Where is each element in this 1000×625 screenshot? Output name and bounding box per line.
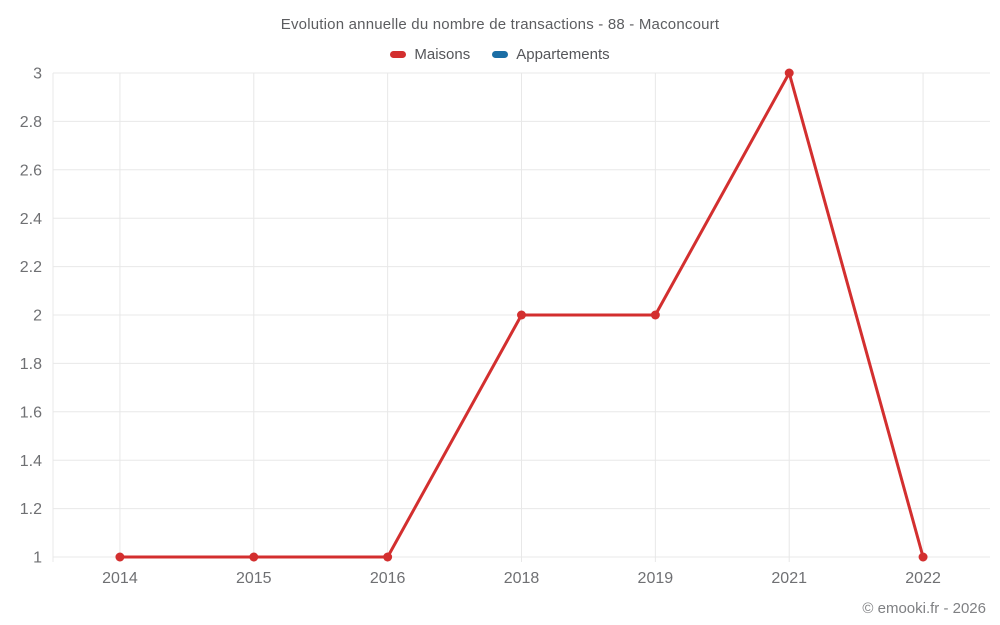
x-tick-label: 2022 [905,570,941,587]
y-tick-label: 2.6 [20,162,42,179]
data-point-maisons[interactable] [383,552,393,562]
data-point-maisons[interactable] [650,310,660,320]
x-tick-label: 2014 [102,570,138,587]
data-point-maisons[interactable] [249,552,259,562]
appartements-legend-swatch-icon [492,51,509,58]
y-tick-label: 2.2 [20,259,42,276]
legend-label-appartements: Appartements [516,46,610,63]
y-tick-label: 2.8 [20,114,42,131]
legend-item-maisons[interactable]: Maisons [390,46,470,63]
y-tick-label: 1 [33,550,42,567]
y-tick-label: 1.6 [20,404,42,421]
data-point-maisons[interactable] [784,68,794,78]
y-tick-label: 3 [33,66,42,83]
y-tick-label: 1.8 [20,356,42,373]
legend-item-appartements[interactable]: Appartements [492,46,610,63]
x-tick-label: 2018 [504,570,540,587]
x-tick-label: 2016 [370,570,406,587]
x-tick-label: 2021 [771,570,807,587]
data-point-maisons[interactable] [918,552,928,562]
chart-legend: Maisons Appartements [0,46,1000,63]
x-tick-label: 2019 [638,570,674,587]
y-tick-label: 2 [33,308,42,325]
x-tick-label: 2015 [236,570,272,587]
data-point-maisons[interactable] [115,552,125,562]
maisons-legend-swatch-icon [390,51,407,58]
y-tick-label: 1.2 [20,501,42,518]
y-tick-label: 1.4 [20,453,42,470]
y-tick-label: 2.4 [20,211,42,228]
chart-title: Evolution annuelle du nombre de transact… [280,16,720,33]
legend-label-maisons: Maisons [414,46,471,63]
data-point-maisons[interactable] [517,310,526,320]
watermark: © emooki.fr - 2026 [862,600,986,617]
